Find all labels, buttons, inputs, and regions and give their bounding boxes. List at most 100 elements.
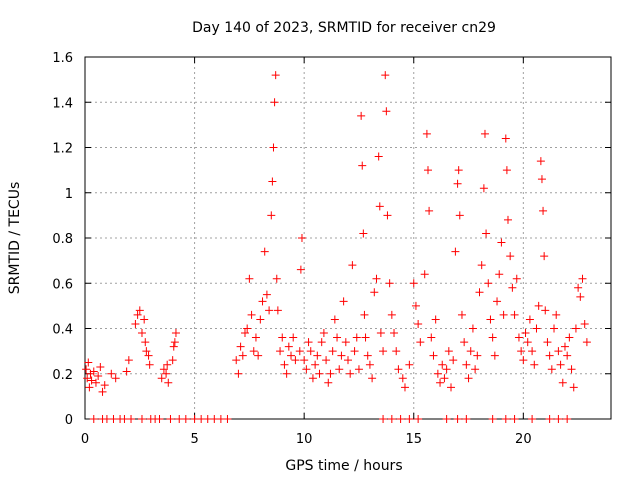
x-tick-label: 0	[81, 432, 89, 447]
data-point	[409, 279, 418, 288]
data-point	[547, 365, 556, 374]
data-point	[479, 184, 488, 193]
data-point	[313, 351, 322, 360]
data-point	[528, 415, 537, 423]
x-tick-label: 20	[515, 432, 532, 447]
data-point	[574, 283, 583, 292]
data-point	[455, 211, 464, 220]
data-point	[289, 333, 298, 342]
data-point	[462, 415, 471, 423]
data-point	[453, 179, 462, 188]
data-point	[490, 351, 499, 360]
data-point	[464, 374, 473, 383]
y-axis-label: SRMTID / TECUs	[7, 182, 23, 295]
data-point	[162, 369, 171, 378]
data-point	[499, 310, 508, 319]
data-point	[510, 310, 519, 319]
data-point	[508, 283, 517, 292]
y-tick-label: 0	[65, 413, 73, 428]
axis-ticks: 0 5 10 15 20 0 0.2 0.4 0.6 0.8 1 1.2 1.4 1.6	[52, 51, 611, 447]
data-point	[390, 329, 399, 338]
data-point	[477, 261, 486, 270]
data-point	[376, 329, 385, 338]
data-point	[341, 338, 350, 347]
data-point	[358, 161, 367, 170]
data-point	[501, 415, 510, 423]
data-point	[460, 338, 469, 347]
data-point	[304, 338, 313, 347]
data-point	[300, 356, 309, 365]
data-point	[135, 306, 144, 315]
data-point	[155, 415, 164, 423]
data-point	[258, 297, 267, 306]
data-point	[484, 279, 493, 288]
data-point	[442, 415, 451, 423]
data-point	[447, 383, 456, 392]
data-point	[523, 338, 532, 347]
data-point	[262, 290, 271, 299]
data-point	[427, 333, 436, 342]
data-point	[308, 374, 317, 383]
data-point	[540, 252, 549, 261]
data-point	[493, 297, 502, 306]
data-point	[85, 383, 94, 392]
data-point	[306, 347, 315, 356]
data-point	[296, 265, 305, 274]
data-point	[169, 342, 178, 351]
data-point	[234, 369, 243, 378]
data-point	[466, 347, 475, 356]
data-point	[350, 347, 359, 356]
data-point	[344, 356, 352, 365]
data-point	[482, 229, 491, 238]
data-point	[145, 360, 154, 369]
data-point	[503, 215, 512, 224]
data-point	[163, 360, 172, 369]
data-point	[558, 378, 567, 387]
data-point	[525, 315, 534, 324]
data-point	[532, 324, 541, 333]
data-point	[260, 247, 269, 256]
data-point	[534, 301, 543, 310]
data-point	[100, 381, 109, 390]
data-point	[392, 347, 401, 356]
data-point	[506, 252, 515, 261]
data-point	[87, 376, 96, 385]
data-point	[537, 175, 546, 184]
data-point	[348, 261, 357, 270]
x-tick-label: 10	[296, 432, 313, 447]
data-point	[563, 351, 572, 360]
data-point	[514, 333, 523, 342]
data-point	[368, 374, 377, 383]
data-point	[541, 306, 550, 315]
data-point	[411, 301, 420, 310]
y-tick-label: 1.2	[52, 142, 73, 157]
data-point	[440, 374, 449, 383]
data-point	[453, 415, 462, 423]
data-point	[256, 315, 265, 324]
data-point	[267, 211, 276, 220]
data-point	[91, 378, 100, 387]
x-tick-label: 15	[405, 432, 422, 447]
data-point	[387, 310, 396, 319]
data-point	[420, 270, 429, 279]
data-point	[357, 111, 366, 120]
data-point	[425, 206, 434, 215]
data-point	[273, 306, 282, 315]
data-point	[414, 415, 423, 423]
y-tick-label: 1.6	[52, 51, 73, 66]
data-points	[82, 71, 591, 423]
data-point	[89, 415, 98, 423]
data-point	[346, 369, 355, 378]
data-point	[374, 152, 383, 161]
data-point	[571, 324, 580, 333]
data-point	[236, 342, 245, 351]
data-point	[168, 356, 177, 365]
data-point	[280, 360, 289, 369]
data-point	[539, 206, 548, 215]
data-point	[282, 369, 291, 378]
data-point	[170, 338, 179, 347]
y-tick-label: 0.4	[52, 323, 73, 338]
data-point	[530, 360, 539, 369]
data-point	[164, 378, 173, 387]
